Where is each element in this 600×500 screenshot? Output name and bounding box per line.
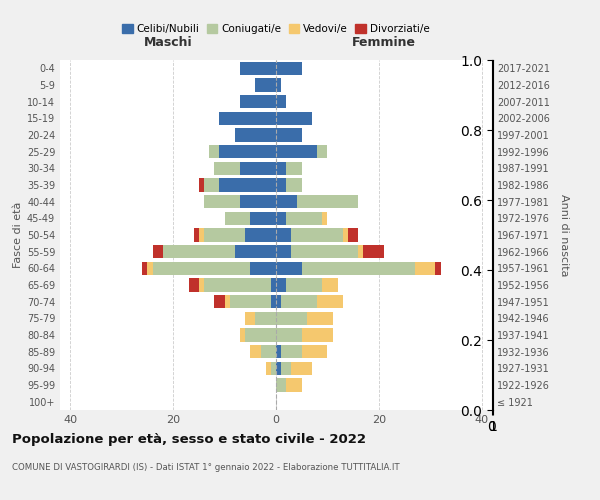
Bar xyxy=(276,378,286,392)
Bar xyxy=(286,278,322,291)
Bar xyxy=(240,162,276,175)
Bar xyxy=(276,212,286,225)
Bar xyxy=(317,145,328,158)
Bar xyxy=(286,178,302,192)
Bar xyxy=(276,195,296,208)
Bar xyxy=(281,295,317,308)
Bar xyxy=(256,78,276,92)
Bar xyxy=(276,95,286,108)
Bar xyxy=(271,278,276,291)
Bar xyxy=(266,362,271,375)
Bar xyxy=(224,295,230,308)
Bar xyxy=(307,312,332,325)
Bar xyxy=(276,178,286,192)
Bar xyxy=(250,212,276,225)
Bar xyxy=(364,245,384,258)
Bar xyxy=(296,195,358,208)
Bar xyxy=(204,195,240,208)
Bar xyxy=(214,162,240,175)
Bar xyxy=(220,145,276,158)
Bar xyxy=(276,62,302,75)
Bar xyxy=(194,228,199,241)
Bar xyxy=(220,112,276,125)
Bar xyxy=(436,262,440,275)
Bar xyxy=(302,262,415,275)
Bar xyxy=(276,128,302,141)
Bar xyxy=(276,145,317,158)
Bar xyxy=(235,245,276,258)
Bar xyxy=(415,262,436,275)
Bar xyxy=(276,295,281,308)
Bar xyxy=(240,328,245,342)
Bar xyxy=(317,295,343,308)
Bar xyxy=(281,345,302,358)
Bar xyxy=(276,112,312,125)
Bar xyxy=(322,278,338,291)
Bar xyxy=(260,345,276,358)
Bar xyxy=(245,228,276,241)
Bar xyxy=(199,278,204,291)
Bar xyxy=(348,228,358,241)
Bar xyxy=(163,245,235,258)
Bar xyxy=(204,178,220,192)
Bar xyxy=(235,128,276,141)
Bar xyxy=(292,362,312,375)
Bar xyxy=(286,212,322,225)
Bar xyxy=(271,295,276,308)
Text: Femmine: Femmine xyxy=(352,36,416,49)
Bar xyxy=(276,228,292,241)
Bar xyxy=(152,245,163,258)
Bar xyxy=(245,328,276,342)
Y-axis label: Fasce di età: Fasce di età xyxy=(13,202,23,268)
Bar xyxy=(148,262,152,275)
Bar xyxy=(276,262,302,275)
Bar xyxy=(250,345,260,358)
Text: Maschi: Maschi xyxy=(143,36,193,49)
Bar xyxy=(204,278,271,291)
Bar xyxy=(256,312,276,325)
Bar xyxy=(224,212,250,225)
Text: Popolazione per età, sesso e stato civile - 2022: Popolazione per età, sesso e stato civil… xyxy=(12,432,366,446)
Bar xyxy=(220,178,276,192)
Bar xyxy=(209,145,220,158)
Bar xyxy=(240,195,276,208)
Bar xyxy=(292,228,343,241)
Bar xyxy=(302,345,328,358)
Bar xyxy=(286,378,302,392)
Bar xyxy=(286,162,302,175)
Bar xyxy=(276,162,286,175)
Bar xyxy=(276,245,292,258)
Bar xyxy=(292,245,358,258)
Bar xyxy=(199,178,204,192)
Bar xyxy=(276,328,302,342)
Bar xyxy=(204,228,245,241)
Bar xyxy=(276,78,281,92)
Text: COMUNE DI VASTOGIRARDI (IS) - Dati ISTAT 1° gennaio 2022 - Elaborazione TUTTITAL: COMUNE DI VASTOGIRARDI (IS) - Dati ISTAT… xyxy=(12,463,400,472)
Bar xyxy=(322,212,328,225)
Bar xyxy=(276,278,286,291)
Y-axis label: Anni di nascita: Anni di nascita xyxy=(559,194,569,276)
Bar xyxy=(199,228,204,241)
Bar xyxy=(343,228,348,241)
Bar xyxy=(276,345,281,358)
Bar xyxy=(240,95,276,108)
Bar xyxy=(271,362,276,375)
Legend: Celibi/Nubili, Coniugati/e, Vedovi/e, Divorziati/e: Celibi/Nubili, Coniugati/e, Vedovi/e, Di… xyxy=(118,20,434,38)
Bar xyxy=(276,312,307,325)
Bar xyxy=(230,295,271,308)
Bar xyxy=(188,278,199,291)
Bar xyxy=(142,262,148,275)
Bar xyxy=(281,362,292,375)
Bar xyxy=(250,262,276,275)
Bar xyxy=(302,328,332,342)
Bar xyxy=(214,295,224,308)
Bar xyxy=(276,362,281,375)
Bar xyxy=(245,312,256,325)
Bar xyxy=(358,245,364,258)
Bar xyxy=(240,62,276,75)
Bar xyxy=(152,262,250,275)
